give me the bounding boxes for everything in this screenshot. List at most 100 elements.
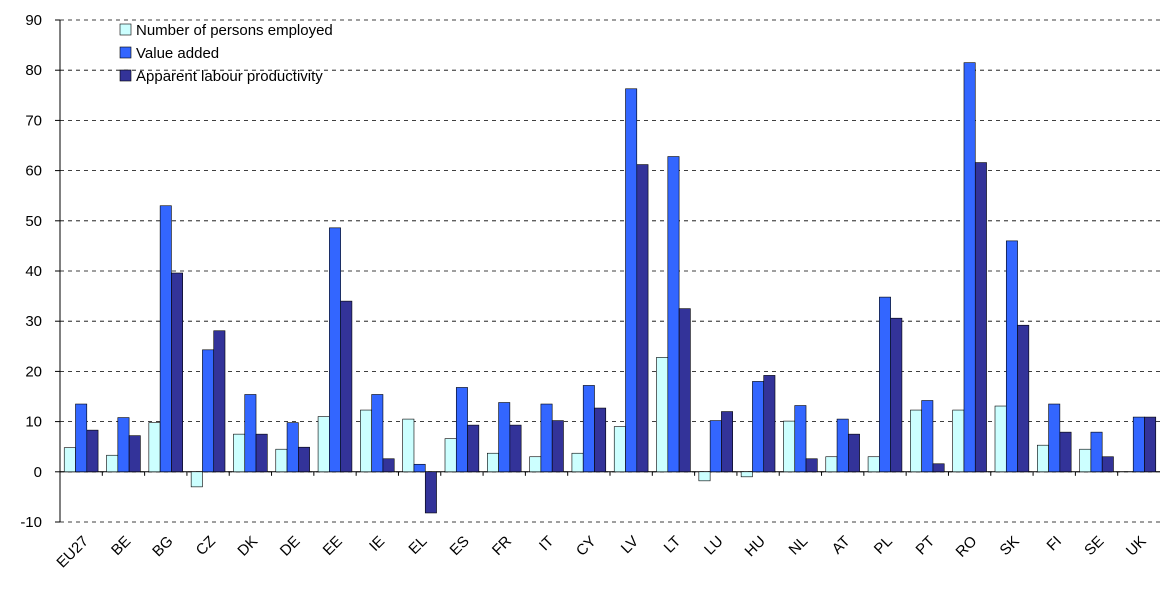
bar (1017, 324, 1030, 473)
legend-swatch (119, 46, 132, 59)
bar (1048, 403, 1061, 473)
bar (148, 422, 161, 473)
bar (1090, 431, 1103, 473)
bar (932, 463, 945, 473)
x-tick-label: IT (536, 533, 557, 554)
bar (424, 471, 437, 514)
bar (1101, 456, 1114, 473)
bar (159, 205, 172, 473)
bar (498, 402, 511, 473)
bar (721, 411, 733, 473)
bar (636, 164, 649, 473)
bar (879, 296, 891, 473)
x-tick-label: IE (366, 533, 388, 555)
bar (910, 409, 922, 473)
legend-label: Apparent labour productivity (136, 68, 323, 85)
x-tick-label: FI (1044, 533, 1065, 554)
x-tick-label: CZ (193, 533, 219, 559)
bar (994, 405, 1007, 473)
x-tick-label: RO (953, 533, 981, 561)
x-tick-label: DE (277, 533, 304, 560)
bar (1144, 416, 1157, 473)
bar (921, 400, 934, 473)
legend-label: Number of persons employed (136, 22, 333, 39)
bar (783, 420, 796, 473)
bar (698, 471, 711, 482)
x-tick-label: EL (405, 533, 430, 558)
y-tick-label: 90 (25, 12, 42, 29)
bar (963, 62, 976, 473)
bar (709, 420, 722, 473)
bar (190, 471, 203, 488)
x-tick-label: NL (786, 533, 812, 559)
y-tick-label: 10 (25, 414, 42, 431)
bar (825, 456, 838, 473)
bar (128, 435, 141, 473)
y-tick-label: 20 (25, 363, 42, 380)
legend-swatch (119, 23, 132, 36)
x-tick-label: SE (1081, 533, 1107, 559)
bar (890, 317, 903, 473)
x-tick-label: FR (489, 533, 515, 559)
x-tick-label: ES (447, 533, 473, 559)
bar (255, 433, 268, 473)
y-tick-label: 70 (25, 112, 42, 129)
bar (974, 162, 987, 473)
legend-swatch (119, 69, 132, 82)
y-tick-label: 30 (25, 313, 42, 330)
bar (656, 357, 669, 473)
bar (1059, 431, 1072, 473)
x-tick-label: BE (108, 533, 134, 559)
y-tick-label: 40 (25, 263, 42, 280)
x-tick-label: UK (1123, 533, 1150, 560)
bar (117, 417, 130, 473)
y-tick-label: -10 (20, 514, 42, 531)
bar (244, 394, 257, 473)
bar (487, 452, 499, 473)
bar (752, 381, 765, 473)
bar (275, 448, 288, 473)
x-tick-label: DK (234, 533, 261, 560)
bar (594, 407, 607, 473)
bar (667, 156, 680, 473)
bar (63, 447, 76, 473)
bar (678, 308, 691, 473)
y-tick-label: 60 (25, 163, 42, 180)
x-tick-label: LT (661, 533, 685, 557)
y-tick-label: 50 (25, 213, 42, 230)
x-tick-label: SK (997, 533, 1023, 559)
bar (509, 424, 522, 473)
bar (540, 403, 553, 473)
bar (171, 272, 183, 473)
x-tick-label: BG (149, 533, 176, 560)
bar (1037, 444, 1049, 473)
bar (551, 420, 564, 473)
legend-label: Value added (136, 45, 219, 62)
bar (467, 424, 480, 473)
bar (740, 471, 753, 478)
bar (625, 88, 638, 473)
x-tick-label: AT (829, 533, 854, 558)
x-tick-label: PT (913, 533, 939, 559)
bar (233, 433, 246, 473)
bar (1079, 448, 1092, 473)
bar (455, 387, 468, 473)
bar (402, 418, 415, 473)
x-tick-label: LV (618, 533, 642, 557)
bar (794, 405, 807, 473)
bar (413, 463, 426, 473)
x-tick-label: PL (871, 533, 896, 558)
bar (1132, 416, 1145, 473)
bar (1005, 240, 1018, 473)
bar (340, 300, 353, 473)
bar (529, 456, 542, 473)
bar (329, 227, 341, 473)
bar (805, 458, 818, 473)
x-tick-label: EE (320, 533, 346, 559)
bar (106, 454, 119, 473)
bar (213, 330, 226, 473)
bar (867, 456, 880, 473)
bar (317, 416, 330, 473)
bar (613, 426, 626, 473)
